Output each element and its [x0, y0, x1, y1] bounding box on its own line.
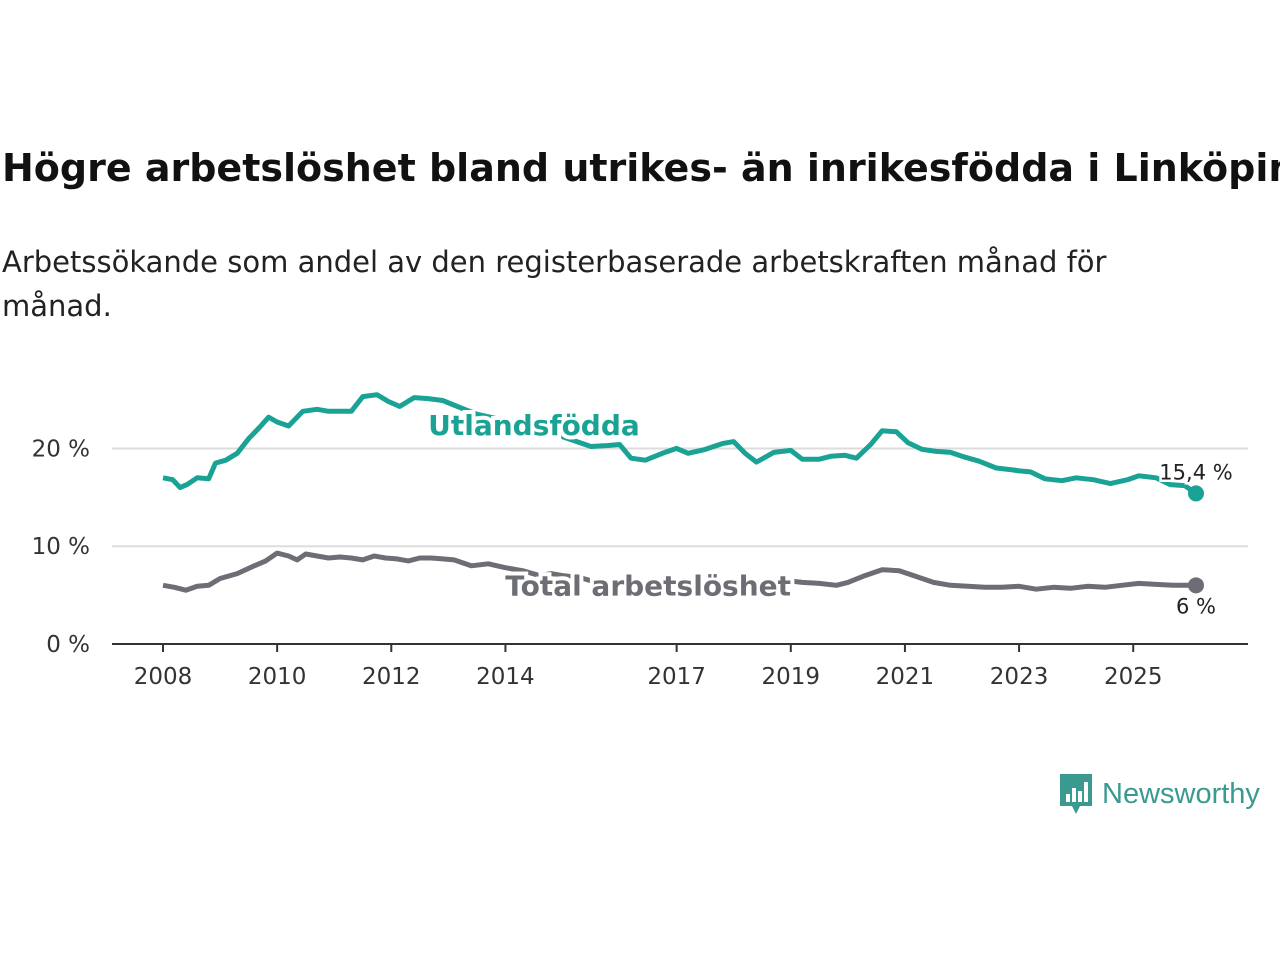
series-end-label: 15,4 %: [1159, 460, 1232, 484]
y-tick-label: 0 %: [46, 632, 90, 658]
x-tick-label: 2010: [248, 664, 307, 690]
chart-subtitle: Arbetssökande som andel av den registerb…: [2, 245, 1107, 323]
y-axis-ticks: 0 % 10 % 20 %: [32, 436, 90, 658]
y-tick-label: 10 %: [32, 534, 90, 560]
series-labels: Utlandsfödda 15,4 % Total arbetslöshet 6 %: [424, 405, 1235, 621]
y-tick-label: 20 %: [32, 436, 90, 462]
x-axis-ticks: 2008 2010 2012 2014 2017 2019 2021 2023 2025: [134, 644, 1163, 690]
x-tick-label: 2014: [476, 664, 535, 690]
chart-title: Högre arbetslöshet bland utrikes- än inr…: [2, 146, 1280, 190]
x-tick-label: 2023: [990, 664, 1049, 690]
series-name-label: Total arbetslöshet: [505, 569, 791, 602]
series-name-label: Utlandsfödda: [428, 409, 640, 442]
grid-lines: [112, 447, 1248, 548]
series-end-label: 6 %: [1176, 594, 1216, 618]
series-line-1: [162, 550, 1196, 593]
x-tick-label: 2021: [876, 664, 935, 690]
series-line-0: [162, 392, 1198, 496]
series-end-point: [1188, 577, 1204, 594]
newsworthy-logo: Newsworthy: [1058, 772, 1260, 816]
x-tick-label: 2025: [1104, 664, 1163, 690]
x-tick-label: 2012: [362, 664, 421, 690]
x-tick-label: 2017: [647, 664, 706, 690]
series-end-point: [1188, 485, 1204, 502]
series-lines: [162, 392, 1204, 594]
x-tick-label: 2008: [134, 664, 193, 690]
newsworthy-logo-icon: [1060, 774, 1092, 814]
brand-name: Newsworthy: [1102, 777, 1260, 810]
x-tick-label: 2019: [762, 664, 821, 690]
